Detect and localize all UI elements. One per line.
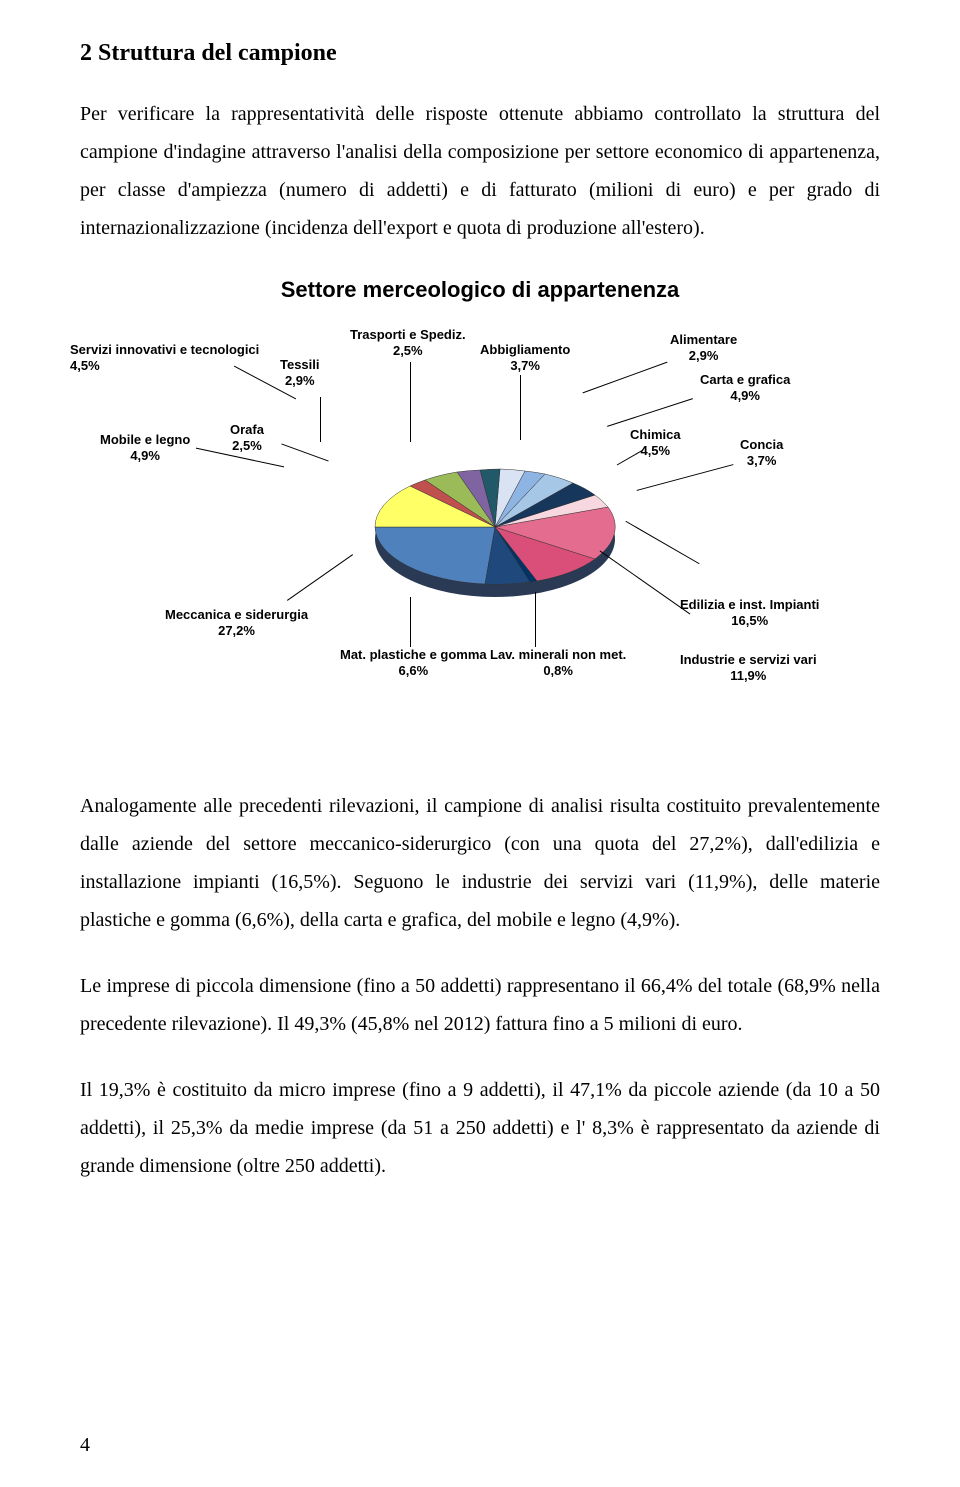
label-concia: Concia3,7%	[740, 437, 783, 470]
paragraph-2: Analogamente alle precedenti rilevazioni…	[80, 787, 880, 939]
section-heading: 2 Struttura del campione	[80, 40, 880, 67]
label-edilizia: Edilizia e inst. Impianti16,5%	[680, 597, 819, 630]
label-carta: Carta e grafica4,9%	[700, 372, 790, 405]
label-tessili: Tessili2,9%	[280, 357, 320, 390]
paragraph-4: Il 19,3% è costituito da micro imprese (…	[80, 1071, 880, 1185]
chart-title: Settore merceologico di appartenenza	[80, 277, 880, 303]
label-trasporti: Trasporti e Spediz.2,5%	[350, 327, 466, 360]
label-meccanica: Meccanica e siderurgia27,2%	[165, 607, 308, 640]
pie-chart: Servizi innovativi e tecnologici4,5% Tes…	[80, 327, 880, 757]
label-orafa: Orafa2,5%	[230, 422, 264, 455]
paragraph-3: Le imprese di piccola dimensione (fino a…	[80, 967, 880, 1043]
label-mobile: Mobile e legno4,9%	[100, 432, 190, 465]
label-plastiche: Mat. plastiche e gomma6,6%	[340, 647, 487, 680]
label-industrie: Industrie e servizi vari11,9%	[680, 652, 817, 685]
page-number: 4	[80, 1434, 90, 1457]
intro-paragraph: Per verificare la rappresentatività dell…	[80, 95, 880, 247]
pie-svg	[360, 447, 630, 617]
label-chimica: Chimica4,5%	[630, 427, 681, 460]
label-servizi: Servizi innovativi e tecnologici4,5%	[70, 342, 259, 375]
label-alimentare: Alimentare2,9%	[670, 332, 737, 365]
label-minerali: Lav. minerali non met.0,8%	[490, 647, 626, 680]
label-abbigliamento: Abbigliamento3,7%	[480, 342, 570, 375]
